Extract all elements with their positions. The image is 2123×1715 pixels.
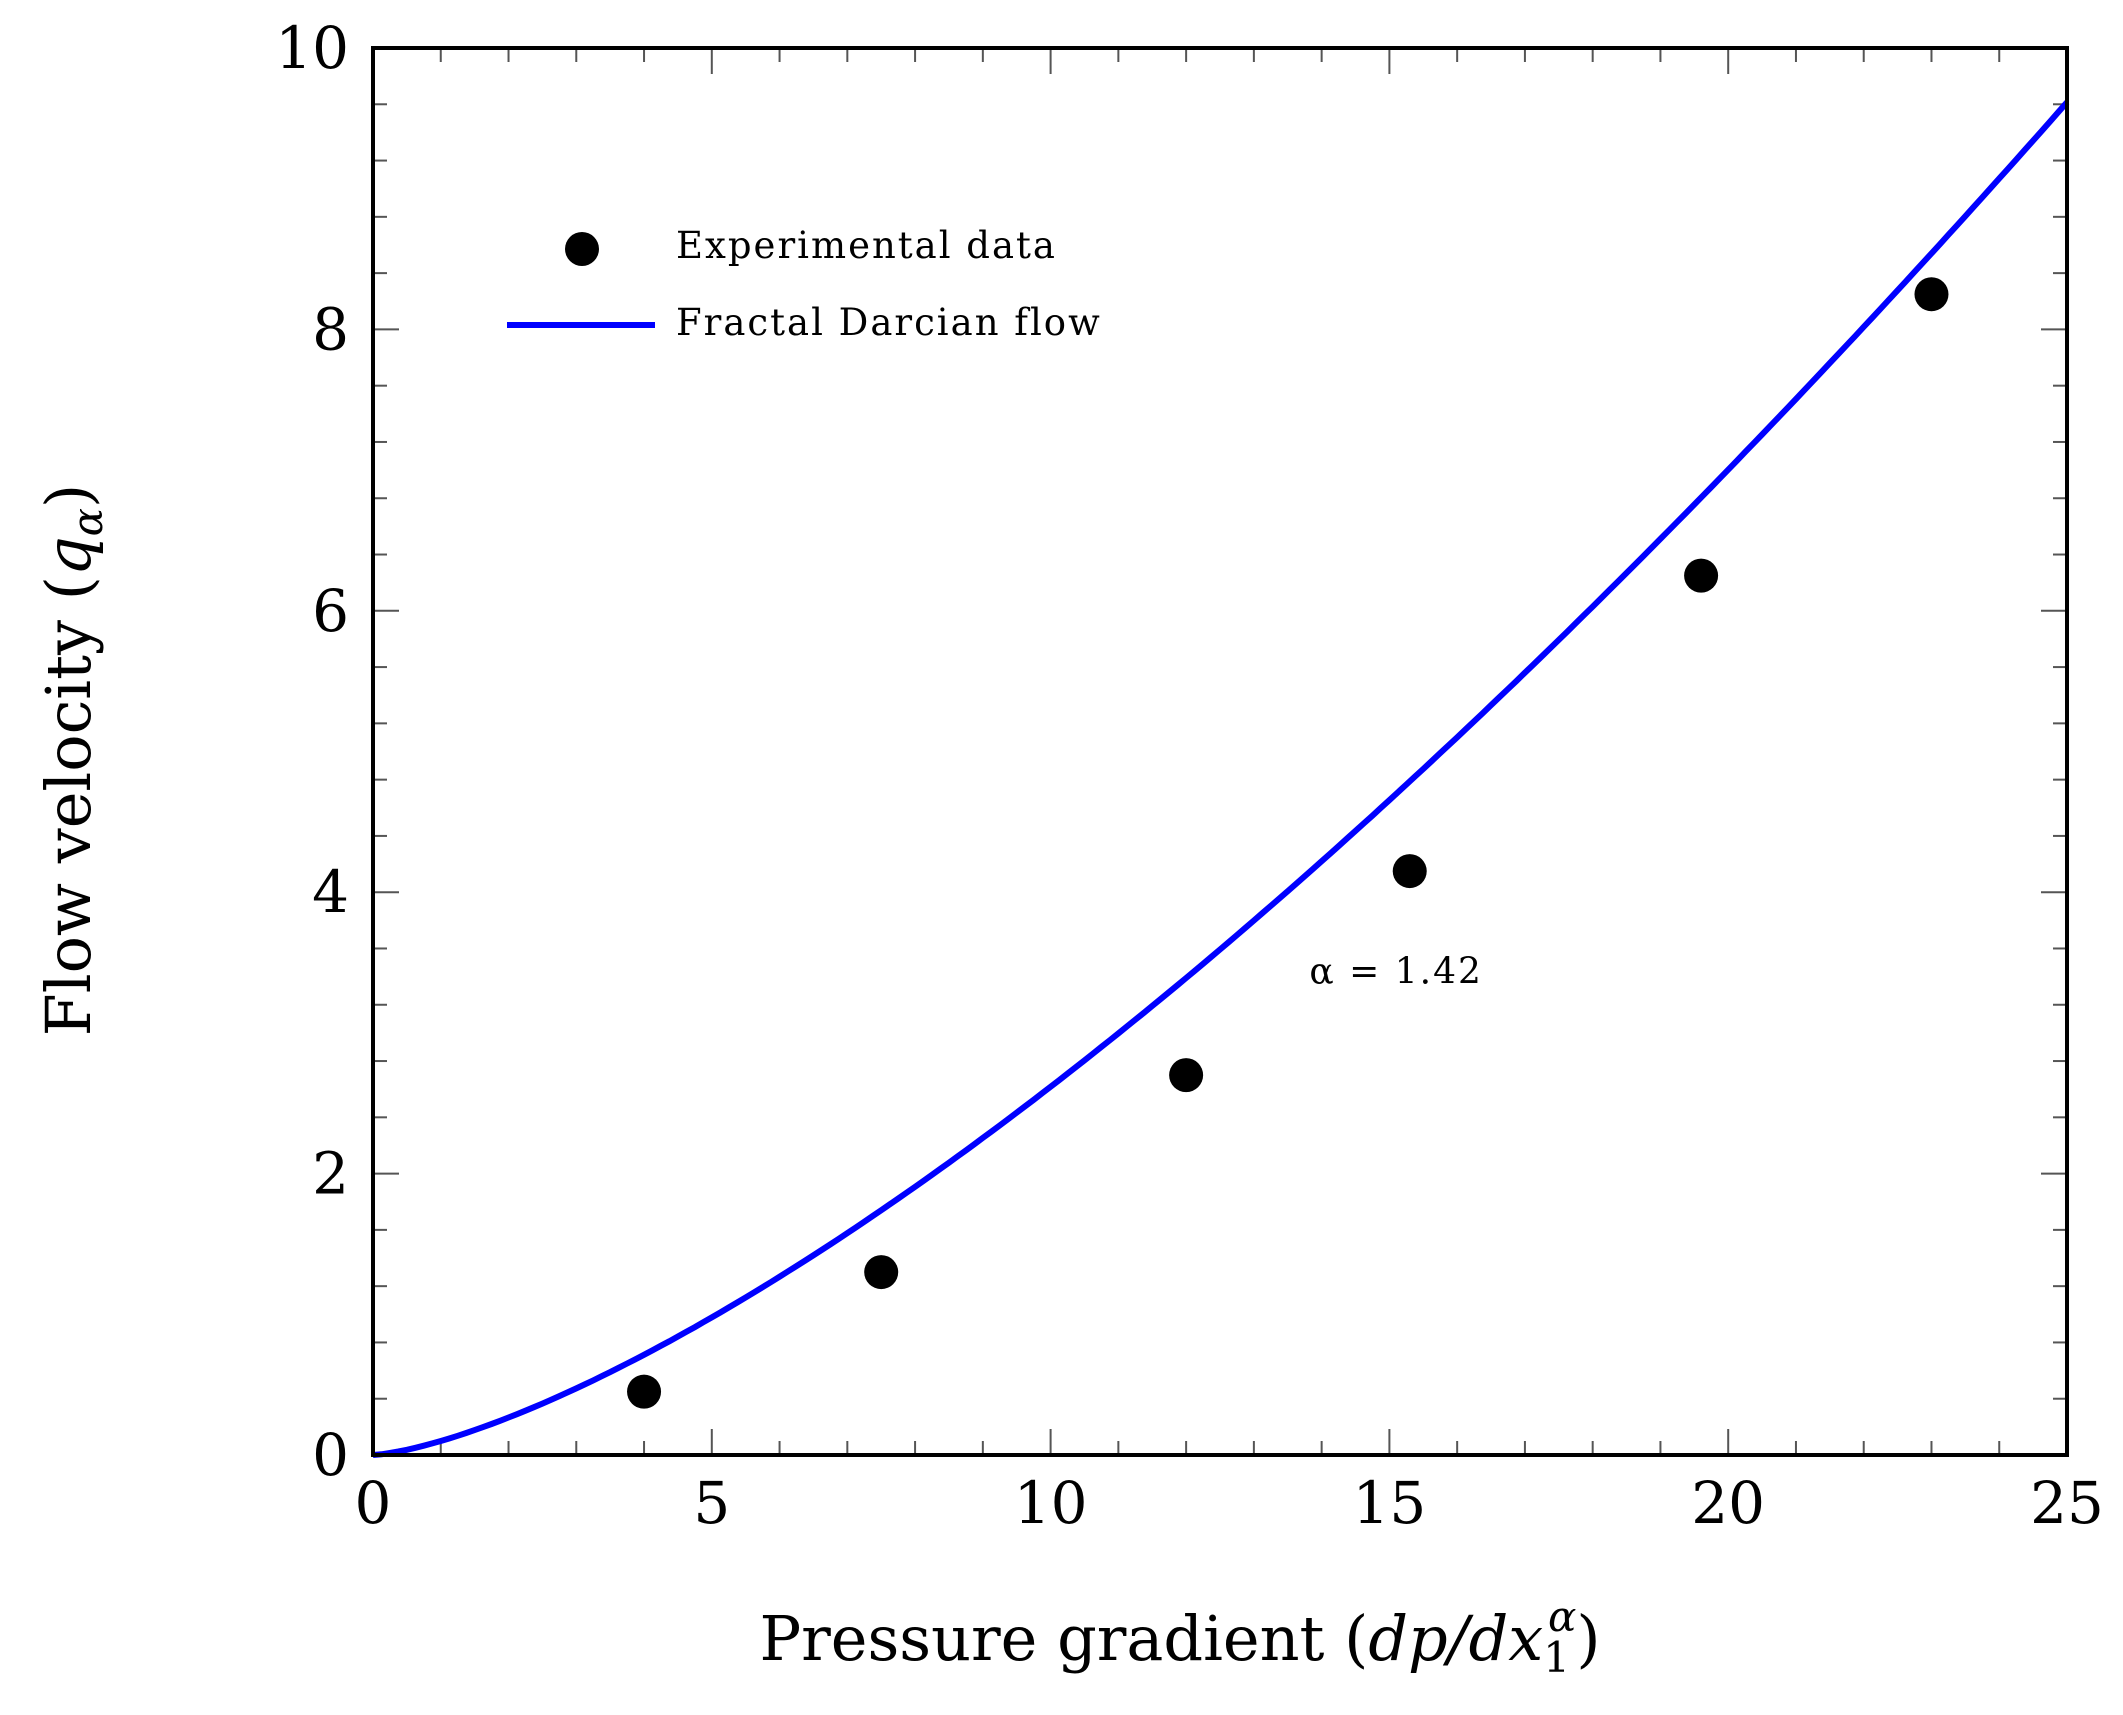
x-axis-title-sub: 1 [1543, 1633, 1570, 1682]
plot-frame [371, 46, 2069, 1457]
data-point [1392, 854, 1427, 889]
x-tick-label: 15 [1352, 1469, 1426, 1537]
y-tick-label: 2 [312, 1140, 349, 1208]
x-tick-label: 5 [693, 1469, 730, 1537]
y-axis-title-var: q [32, 536, 105, 576]
data-point [1169, 1058, 1204, 1093]
y-axis-title-sub: α [63, 508, 112, 536]
data-point [1914, 277, 1949, 312]
x-axis-title-var: dp/dx [1368, 1602, 1543, 1675]
data-point [864, 1255, 899, 1290]
y-tick-label: 4 [312, 858, 349, 926]
y-tick-label: 10 [275, 14, 349, 82]
y-tick-label: 8 [312, 295, 349, 363]
y-tick-label: 0 [312, 1421, 349, 1489]
legend: Experimental data Fractal Darcian flow [507, 224, 1102, 344]
legend-label-experimental: Experimental data [676, 224, 1057, 267]
y-tick-label: 6 [312, 577, 349, 645]
x-tick-label: 25 [2030, 1469, 2104, 1537]
x-tick-label: 20 [1691, 1469, 1765, 1537]
ticks-layer [372, 47, 2068, 1456]
y-axis-title: Flow velocity (qα) [32, 484, 112, 1037]
x-axis-title-sup: α [1548, 1592, 1576, 1641]
y-axis-title-close: ) [32, 484, 105, 508]
alpha-annotation: α = 1.42 [1309, 952, 1483, 993]
experimental-data-points [627, 277, 1949, 1409]
legend-label-fractal: Fractal Darcian flow [676, 301, 1102, 344]
x-axis-title-main: Pressure gradient ( [759, 1602, 1368, 1675]
data-point [627, 1374, 662, 1409]
x-axis-title-close: ) [1576, 1602, 1600, 1675]
x-tick-label: 0 [355, 1469, 392, 1537]
legend-marker-experimental [565, 232, 599, 266]
x-tick-label: 10 [1014, 1469, 1088, 1537]
fractal-darcian-flow-line [372, 100, 2070, 1458]
x-axis-title: Pressure gradient (dp/dx1α) [759, 1592, 1600, 1682]
y-axis-title-main: Flow velocity ( [32, 576, 105, 1036]
data-point [1684, 558, 1719, 593]
tick-labels-layer: 0 5 10 15 20 25 0 2 4 6 8 10 [275, 14, 2104, 1537]
